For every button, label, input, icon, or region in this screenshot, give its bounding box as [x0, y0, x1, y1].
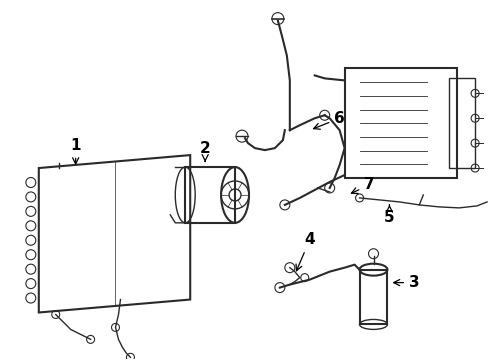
Text: 1: 1	[71, 138, 81, 164]
Text: 2: 2	[200, 141, 211, 161]
Text: 3: 3	[393, 275, 419, 290]
Text: 7: 7	[351, 177, 375, 193]
Text: 4: 4	[296, 232, 315, 271]
Text: 5: 5	[384, 205, 395, 225]
Text: 6: 6	[314, 111, 345, 129]
